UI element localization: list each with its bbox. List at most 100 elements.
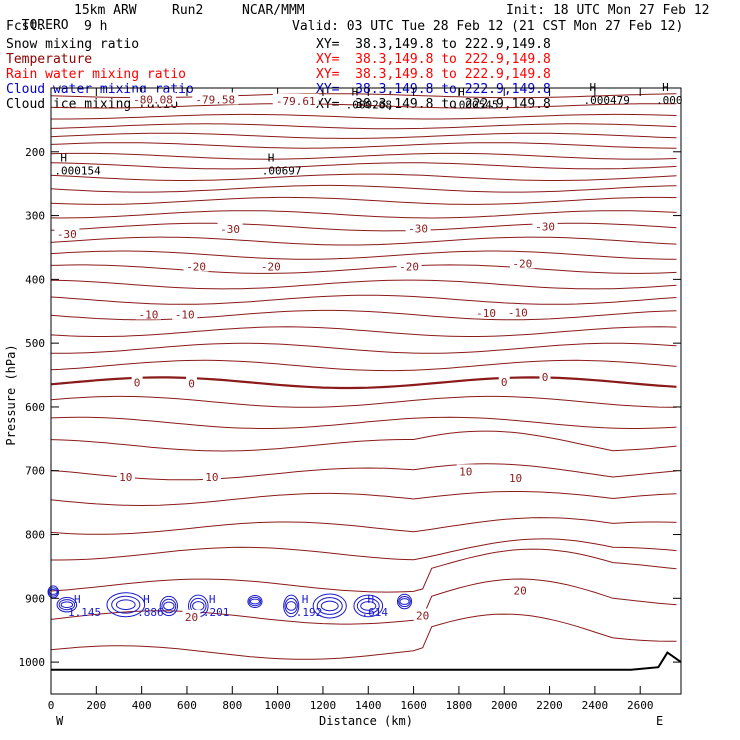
cloud-water-contour bbox=[399, 598, 410, 605]
isotherm-line bbox=[50, 279, 677, 290]
cloud-water-contour bbox=[249, 598, 261, 605]
plot-frame bbox=[50, 87, 682, 695]
temperature-label-bg bbox=[183, 259, 209, 272]
isotherm-line bbox=[50, 342, 677, 354]
cloud-water-contour bbox=[247, 595, 263, 609]
cloud-water-contour bbox=[353, 594, 384, 618]
model-name: TORERO bbox=[21, 18, 69, 33]
cloud-water-contour bbox=[360, 601, 377, 611]
isotherm-line bbox=[50, 578, 677, 625]
cloud-water-contour bbox=[320, 600, 339, 612]
maximum-label: .614 bbox=[361, 606, 388, 619]
temperature-label-bg bbox=[505, 305, 531, 318]
temperature-label-bg bbox=[506, 470, 525, 483]
temperature-label-bg bbox=[511, 583, 530, 596]
org-name: NCAR/MMM bbox=[242, 3, 305, 18]
y-tick-label: 1000 bbox=[19, 656, 46, 669]
maximum-label: .000 bbox=[656, 94, 683, 107]
temperature-label-bg bbox=[202, 470, 221, 483]
temperature-label-bg bbox=[129, 92, 176, 105]
y-tick-label: 700 bbox=[25, 465, 45, 478]
temperature-label-bg bbox=[473, 306, 499, 319]
isotherm-line bbox=[50, 326, 677, 337]
isotherm-line bbox=[50, 548, 677, 593]
maximum-h-marker: H bbox=[143, 593, 150, 606]
y-tick-label: 400 bbox=[25, 273, 45, 286]
x-tick-label: 2000 bbox=[491, 699, 518, 712]
temperature-label-bg bbox=[532, 219, 558, 232]
y-tick-label: 500 bbox=[25, 337, 45, 350]
x-tick-label: 1000 bbox=[264, 699, 291, 712]
temperature-label-bg bbox=[182, 609, 201, 622]
cloud-water-contour bbox=[58, 599, 76, 611]
west-label: W bbox=[56, 714, 64, 728]
maximum-h-marker: H bbox=[268, 152, 275, 165]
maximum-label: .192 bbox=[296, 606, 323, 619]
cloud-water-contour bbox=[163, 601, 175, 611]
isotherm-line bbox=[50, 222, 677, 232]
x-tick-label: 2200 bbox=[536, 699, 563, 712]
cloud-water-contour bbox=[56, 596, 78, 613]
maximum-h-marker: H bbox=[590, 81, 597, 94]
maximum-h-marker: H bbox=[662, 81, 669, 94]
isotherm-line bbox=[50, 184, 677, 193]
temperature-label: 20 bbox=[513, 585, 526, 598]
isotherm-line bbox=[50, 517, 677, 535]
isotherm-line bbox=[50, 430, 677, 452]
x-tick-label: 800 bbox=[222, 699, 242, 712]
cloud-water-contour bbox=[285, 601, 297, 611]
x-tick-label: 600 bbox=[177, 699, 197, 712]
temperature-label: -20 bbox=[261, 261, 281, 274]
field-xy-snow: XY= 38.3,149.8 to 222.9,149.8 bbox=[316, 37, 551, 52]
maximum-h-marker: H bbox=[74, 593, 81, 606]
cloud-water-contour bbox=[48, 589, 58, 595]
cloud-water-contour bbox=[283, 594, 300, 618]
temperature-label: 0 bbox=[134, 377, 141, 390]
east-label: E bbox=[656, 714, 663, 728]
cloud-water-contour bbox=[159, 595, 179, 617]
valid-time: Valid: 03 UTC Tue 28 Feb 12 (21 CST Mon … bbox=[292, 19, 684, 34]
isotherm-line bbox=[50, 210, 677, 219]
fcst-label: Fcst. bbox=[6, 19, 46, 34]
isotherm-line bbox=[50, 103, 677, 109]
run-name: Run2 bbox=[172, 3, 204, 18]
maximum-label: 1.145 bbox=[68, 606, 101, 619]
temperature-label-bg bbox=[116, 470, 135, 483]
fcst-value: 9 h bbox=[84, 19, 108, 34]
isotherm-line bbox=[50, 173, 677, 181]
y-tick-label: 300 bbox=[25, 210, 45, 223]
maximum-h-marker: H bbox=[352, 85, 359, 98]
temperature-label-bg bbox=[135, 307, 161, 320]
maximum-h-marker: H bbox=[209, 593, 216, 606]
temperature-label: -30 bbox=[408, 222, 428, 235]
temperature-label: -79.61 bbox=[276, 95, 316, 108]
maximum-label: .000479 bbox=[584, 94, 630, 107]
isotherm-line bbox=[50, 359, 677, 372]
field-name-temperature: Temperature bbox=[6, 52, 93, 67]
label-layer: -80.08 -79.58 -79.61 -30 -30 -30 -30 -20 -20 -20 -… bbox=[54, 81, 683, 624]
maximum-label: .886 bbox=[137, 606, 164, 619]
init-time: Init: 18 UTC Mon 27 Feb 12 bbox=[506, 3, 710, 18]
model-title: TORERO bbox=[6, 3, 69, 33]
temperature-label-bg bbox=[539, 369, 551, 382]
isotherm-line bbox=[50, 416, 677, 429]
temperature-label: -30 bbox=[220, 223, 240, 236]
field-name-cloud-water: Cloud water mixing ratio bbox=[6, 82, 194, 97]
temperature-label-bg bbox=[54, 227, 80, 240]
temperature-label-bg bbox=[396, 259, 422, 272]
cloud-water-contour bbox=[312, 593, 347, 619]
x-tick-label: 1600 bbox=[400, 699, 427, 712]
cloud-water-contour bbox=[60, 601, 74, 609]
temperature-label: 10 bbox=[459, 465, 472, 478]
isotherm-line bbox=[50, 162, 677, 170]
maximum-label: .000268 bbox=[346, 98, 392, 111]
isotherm-line bbox=[50, 236, 677, 246]
cloud-water-contour bbox=[396, 593, 413, 610]
isotherm-line bbox=[51, 538, 677, 561]
isotherm-line bbox=[50, 463, 677, 481]
contour-layer bbox=[47, 93, 682, 671]
temperature-label-bg bbox=[131, 375, 143, 388]
temperature-label: 10 bbox=[509, 472, 522, 485]
temperature-label: 20 bbox=[185, 611, 198, 624]
y-tick-label: 800 bbox=[25, 529, 45, 542]
